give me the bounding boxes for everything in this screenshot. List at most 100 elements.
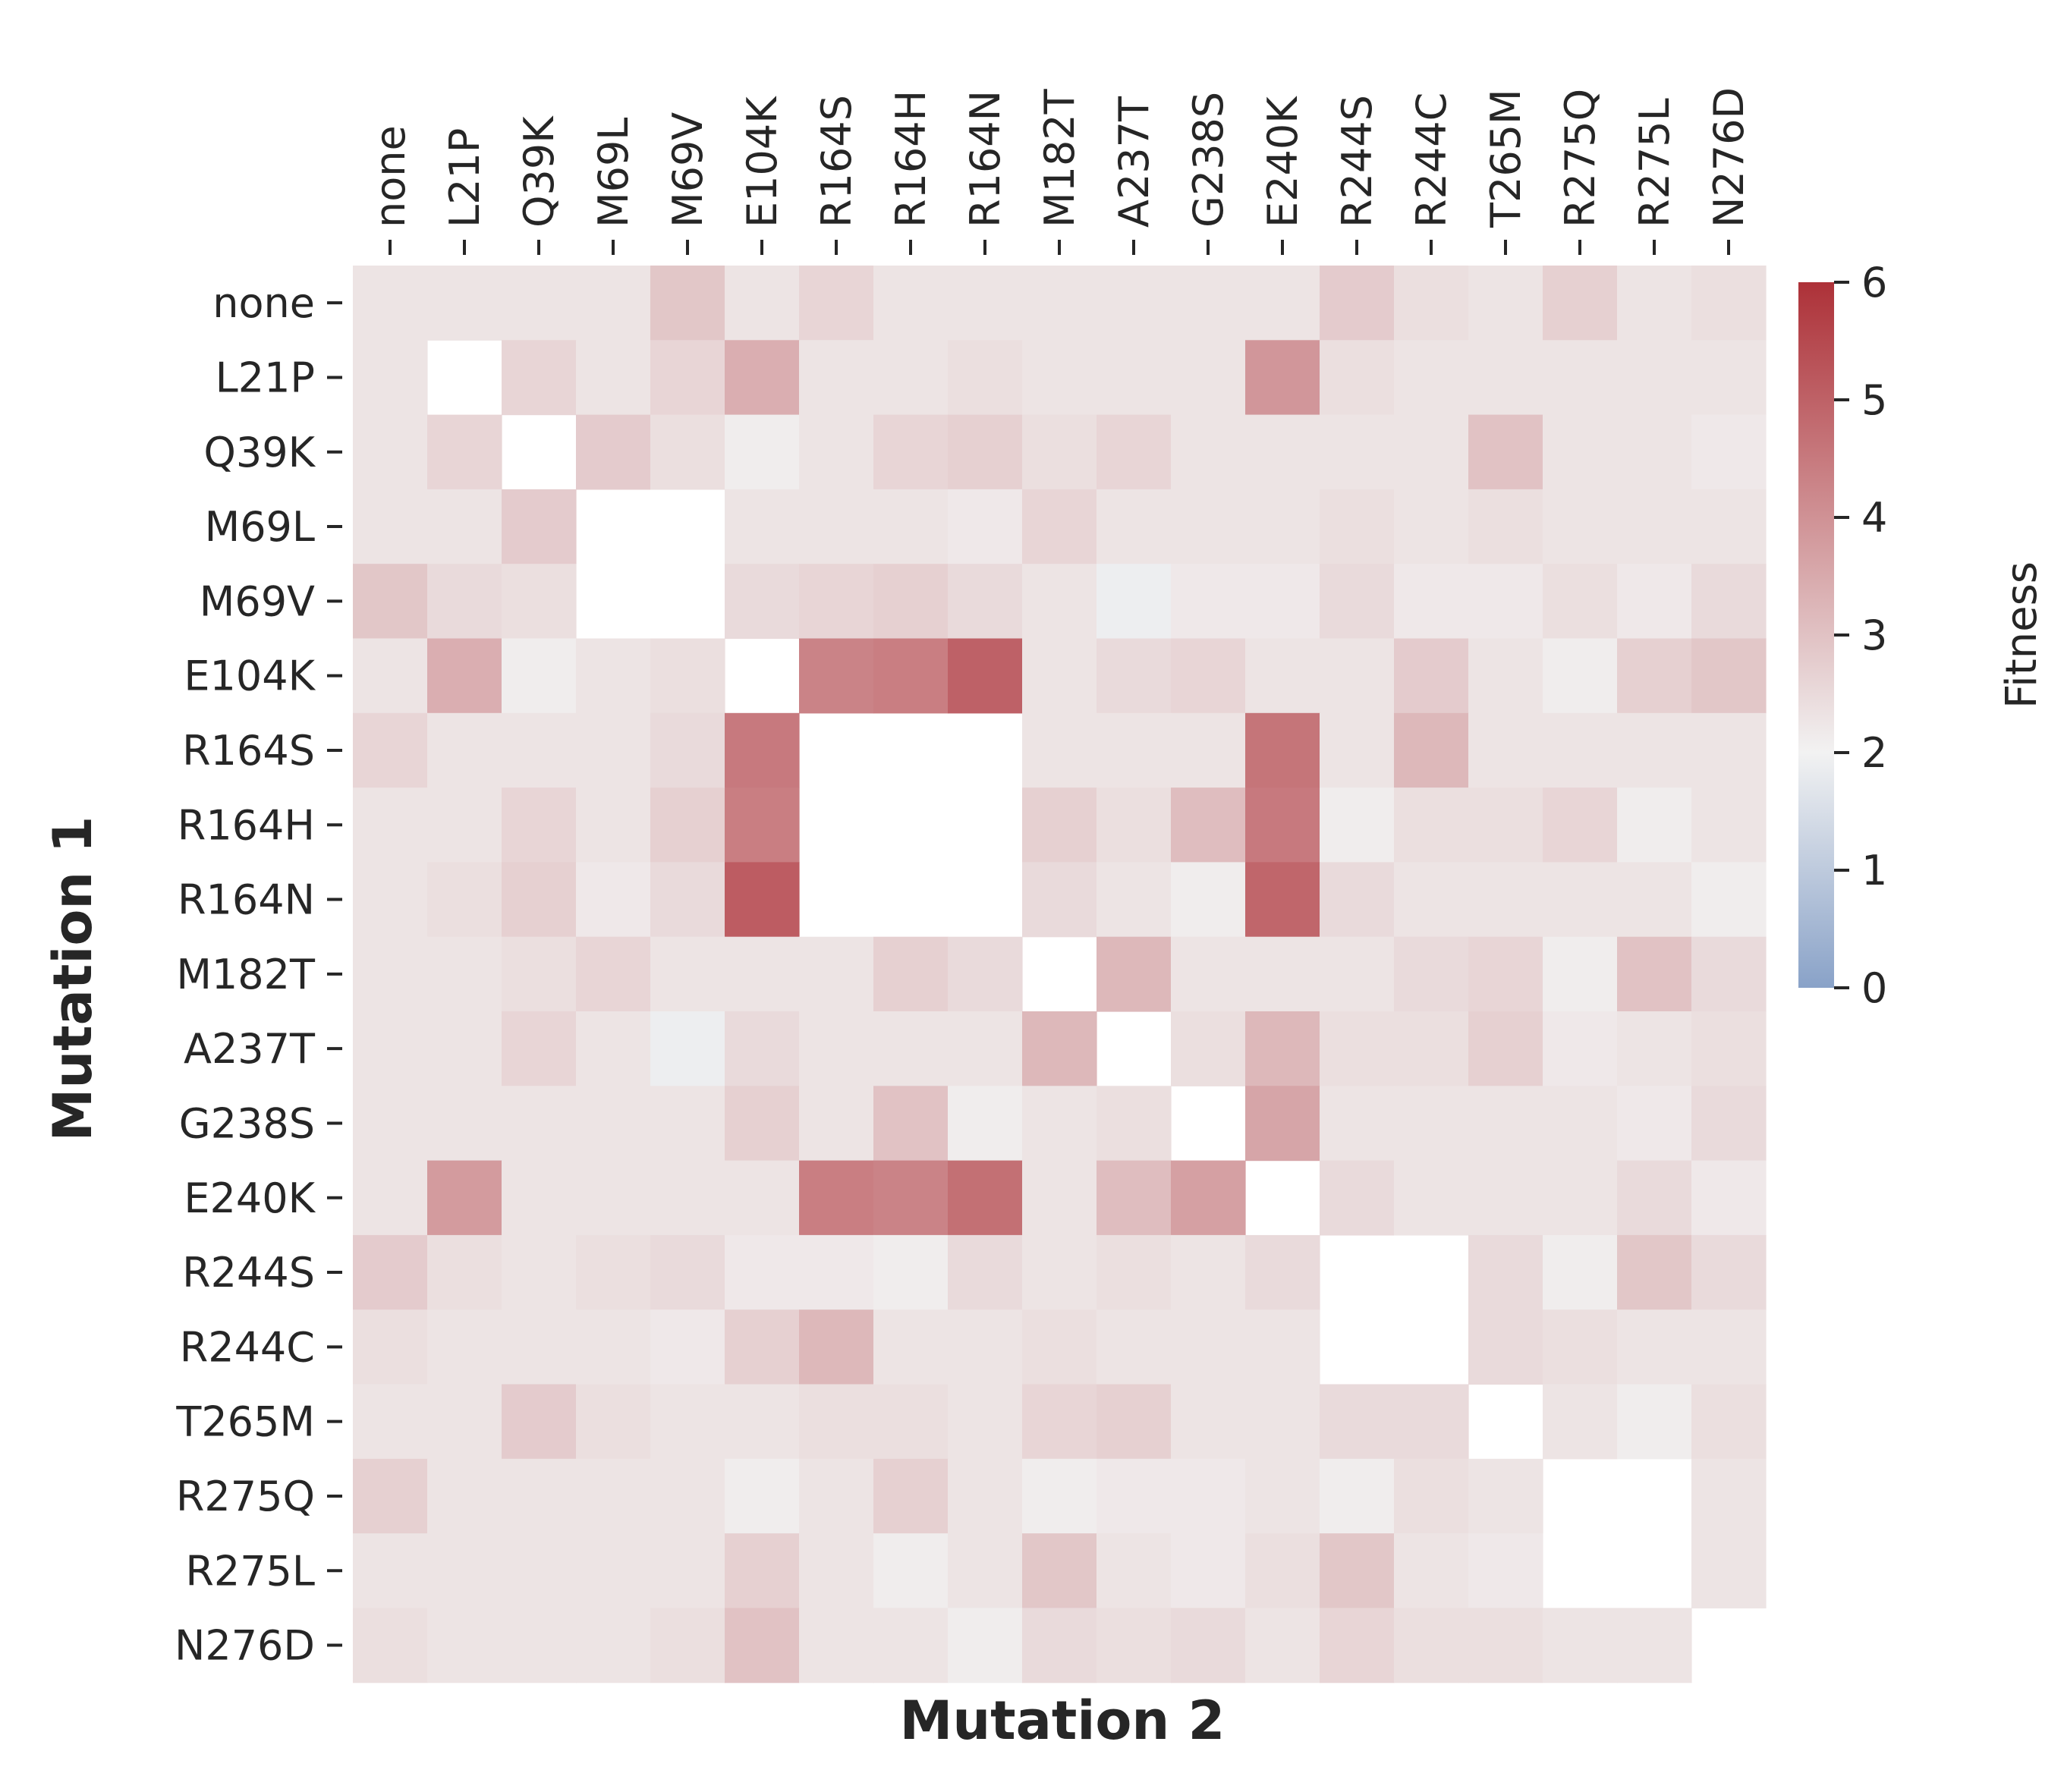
heatmap-cell-m182t-q39k bbox=[502, 936, 577, 1012]
heatmap-cell-r164h-t265m bbox=[1468, 788, 1543, 863]
heatmap-cell-none-m69v bbox=[650, 266, 725, 341]
heatmap-cell-none-r244c bbox=[1394, 266, 1469, 341]
heatmap-cell-e240k-none bbox=[353, 1160, 428, 1236]
heatmap-cell-r275l-a237t bbox=[1096, 1533, 1172, 1608]
colorbar-title: Fitness bbox=[1997, 561, 2047, 709]
heatmap-cell-r164s-g238s bbox=[1171, 712, 1246, 788]
heatmap-cell-l21p-r164h bbox=[873, 340, 949, 416]
heatmap-cell-r275q-r244c bbox=[1394, 1458, 1469, 1534]
heatmap-cell-g238s-m182t bbox=[1022, 1086, 1097, 1162]
heatmap-cell-n276d-a237t bbox=[1096, 1608, 1172, 1684]
heatmap-cell-r164n-q39k bbox=[502, 862, 577, 938]
colorbar: 0 1 2 3 4 5 6 Fitness bbox=[1798, 259, 2047, 1012]
heatmap-cell-r164n-r244c bbox=[1394, 862, 1469, 938]
heatmap-cell-e104k-r275l bbox=[1617, 638, 1692, 714]
heatmap-cell-a237t-r164n bbox=[948, 1011, 1023, 1086]
heatmap-cell-a237t-n276d bbox=[1691, 1011, 1767, 1086]
heatmap-cell-r164h-r244c bbox=[1394, 788, 1469, 863]
heatmap-cell-r244s-g238s bbox=[1171, 1234, 1246, 1310]
heatmap-cell-e240k-a237t bbox=[1096, 1160, 1172, 1236]
heatmap-cell-none-n276d bbox=[1691, 266, 1767, 341]
heatmap-cell-m182t-e240k bbox=[1245, 936, 1320, 1012]
heatmap-cell-a237t-none bbox=[353, 1011, 428, 1086]
heatmap-cell-n276d-e104k bbox=[725, 1608, 800, 1684]
heatmap-cell-q39k-r275q bbox=[1543, 414, 1618, 490]
heatmap-cell-l21p-none bbox=[353, 340, 428, 416]
heatmap-cell-none-r244s bbox=[1320, 266, 1395, 341]
heatmap-cell-r164h-none bbox=[353, 788, 428, 863]
heatmap-cell-m182t-e104k bbox=[725, 936, 800, 1012]
heatmap-cell-r164s-l21p bbox=[427, 712, 502, 788]
heatmap-cell-r164h-m69v bbox=[650, 788, 725, 863]
x-tick-label-a237t: A237T bbox=[1110, 96, 1158, 228]
heatmap-cell-g238s-q39k bbox=[502, 1086, 577, 1162]
y-tick-label-q39k: Q39K bbox=[203, 429, 316, 476]
heatmap-cell-t265m-r244s bbox=[1320, 1384, 1395, 1460]
heatmap-cell-a237t-r275q bbox=[1543, 1011, 1618, 1086]
y-axis-title: Mutation 1 bbox=[42, 816, 104, 1142]
y-tick-label-r275q: R275Q bbox=[176, 1473, 315, 1520]
x-tick-label-r244s: R244S bbox=[1333, 95, 1381, 228]
heatmap-cell-r275l-q39k bbox=[502, 1533, 577, 1608]
heatmap-cell-r164s-e104k bbox=[725, 712, 800, 788]
heatmap-cell-r164n-r275q bbox=[1543, 862, 1618, 938]
x-tick-label-g238s: G238S bbox=[1185, 92, 1232, 228]
heatmap-cell-m182t-r164s bbox=[799, 936, 874, 1012]
heatmap-cell-l21p-r164n bbox=[948, 340, 1023, 416]
heatmap-cell-r244s-r164h bbox=[873, 1234, 949, 1310]
heatmap-cell-none-r275l bbox=[1617, 266, 1692, 341]
heatmap-cell-g238s-m69l bbox=[576, 1086, 651, 1162]
heatmap-cell-e240k-t265m bbox=[1468, 1160, 1543, 1236]
x-tick-label-m182t: M182T bbox=[1036, 88, 1084, 228]
x-tick-label-n276d: N276D bbox=[1705, 87, 1753, 228]
y-tick-label-m69l: M69L bbox=[205, 503, 315, 551]
heatmap-cell-m69v-g238s bbox=[1171, 564, 1246, 640]
heatmap-cell-a237t-r244c bbox=[1394, 1011, 1469, 1086]
x-tick-label-l21p: L21P bbox=[441, 128, 489, 228]
heatmap-cell-e240k-g238s bbox=[1171, 1160, 1246, 1236]
heatmap-cell-m69l-n276d bbox=[1691, 489, 1767, 564]
heatmap-cell-n276d-q39k bbox=[502, 1608, 577, 1684]
heatmap-cell-r244s-q39k bbox=[502, 1234, 577, 1310]
heatmap-cell-l21p-r164s bbox=[799, 340, 874, 416]
heatmap-cell-l21p-a237t bbox=[1096, 340, 1172, 416]
heatmap-cell-none-a237t bbox=[1096, 266, 1172, 341]
colorbar-tick-label-2: 2 bbox=[1861, 729, 1887, 777]
y-tick-label-n276d: N276D bbox=[175, 1622, 315, 1670]
heatmap-cell-r275q-q39k bbox=[502, 1458, 577, 1534]
heatmap-cell-m69l-g238s bbox=[1171, 489, 1246, 564]
heatmap-cell-m69l-r275q bbox=[1543, 489, 1618, 564]
heatmap-cell-m69v-n276d bbox=[1691, 564, 1767, 640]
heatmap-cell-q39k-n276d bbox=[1691, 414, 1767, 490]
heatmap-cell-e240k-m69l bbox=[576, 1160, 651, 1236]
heatmap-cell-q39k-m69v bbox=[650, 414, 725, 490]
heatmap-cell-m182t-none bbox=[353, 936, 428, 1012]
heatmap-cell-a237t-m69l bbox=[576, 1011, 651, 1086]
heatmap-cell-e104k-r275q bbox=[1543, 638, 1618, 714]
heatmap-cell-r275l-r164h bbox=[873, 1533, 949, 1608]
heatmap-cell-m69v-e104k bbox=[725, 564, 800, 640]
heatmap-cell-r164h-a237t bbox=[1096, 788, 1172, 863]
heatmap-cell-r164h-m69l bbox=[576, 788, 651, 863]
colorbar-gradient bbox=[1798, 282, 1834, 988]
heatmap-cell-e104k-n276d bbox=[1691, 638, 1767, 714]
heatmap-cell-r164s-t265m bbox=[1468, 712, 1543, 788]
y-tick-label-t265m: T265M bbox=[175, 1398, 315, 1446]
heatmap-cell-q39k-t265m bbox=[1468, 414, 1543, 490]
heatmap-cell-l21p-e240k bbox=[1245, 340, 1320, 416]
heatmap-cell-g238s-r244s bbox=[1320, 1086, 1395, 1162]
heatmap-cell-e104k-l21p bbox=[427, 638, 502, 714]
heatmap-cell-t265m-m69v bbox=[650, 1384, 725, 1460]
heatmap-cell-r244c-r275q bbox=[1543, 1309, 1618, 1385]
heatmap-cell-r275q-m69v bbox=[650, 1458, 725, 1534]
heatmap-cell-n276d-none bbox=[353, 1608, 428, 1684]
heatmap-cell-e104k-m69v bbox=[650, 638, 725, 714]
heatmap-cell-r275l-r244c bbox=[1394, 1533, 1469, 1608]
heatmap-cell-l21p-r275l bbox=[1617, 340, 1692, 416]
heatmap-cell-e104k-a237t bbox=[1096, 638, 1172, 714]
heatmap-cells bbox=[353, 266, 1767, 1684]
heatmap-cell-none-l21p bbox=[427, 266, 502, 341]
heatmap-cell-n276d-r244c bbox=[1394, 1608, 1469, 1684]
heatmap-cell-r275q-r164h bbox=[873, 1458, 949, 1534]
